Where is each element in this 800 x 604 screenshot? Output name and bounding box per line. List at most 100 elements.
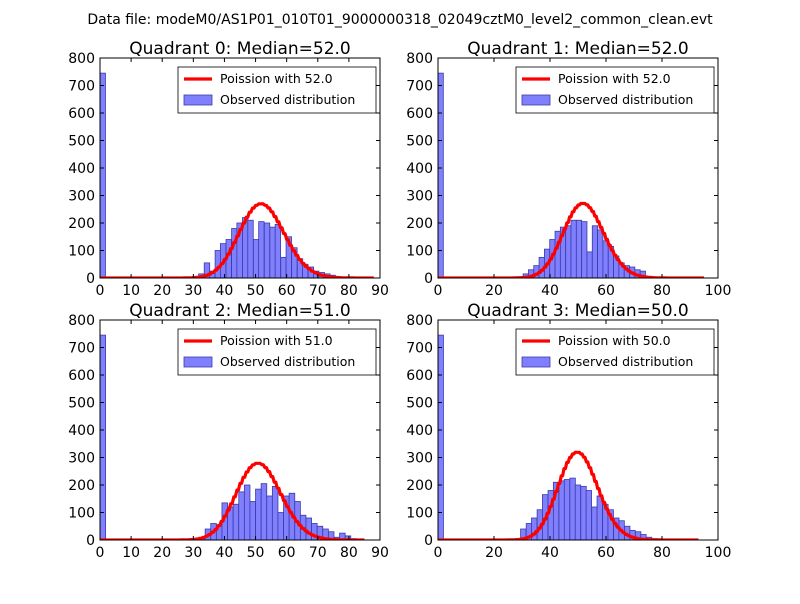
legend: Poission with 52.0 Observed distribution xyxy=(516,67,714,113)
y-tick-label: 800 xyxy=(68,313,95,329)
y-tick-label: 200 xyxy=(406,478,433,494)
y-tick-label: 700 xyxy=(68,79,95,95)
x-tick-label: 20 xyxy=(485,545,503,561)
y-tick-label: 100 xyxy=(406,506,433,522)
y-tick-label: 700 xyxy=(406,341,433,357)
legend: Poission with 50.0 Observed distribution xyxy=(516,329,714,375)
y-tick-label: 600 xyxy=(406,368,433,384)
x-tick-label: 10 xyxy=(122,283,140,299)
y-tick-label: 700 xyxy=(68,341,95,357)
histogram-bar xyxy=(250,502,256,541)
legend-bar-swatch xyxy=(522,95,550,105)
y-tick-label: 500 xyxy=(68,134,95,150)
histogram-bar xyxy=(253,240,258,279)
histogram-bar xyxy=(438,335,443,540)
histogram-bar xyxy=(261,484,267,540)
y-tick-label: 200 xyxy=(406,216,433,232)
panel-title: Quadrant 3: Median=50.0 xyxy=(467,301,689,321)
y-tick-label: 500 xyxy=(406,134,433,150)
legend-line-label: Poission with 50.0 xyxy=(558,333,671,348)
histogram-bar xyxy=(264,223,269,278)
y-tick-label: 300 xyxy=(406,189,433,205)
histogram-bar xyxy=(270,227,275,278)
y-tick-label: 500 xyxy=(406,396,433,412)
histogram-bar xyxy=(559,481,564,540)
legend-bar-swatch xyxy=(184,95,212,105)
x-tick-label: 0 xyxy=(96,283,105,299)
y-tick-label: 800 xyxy=(406,51,433,67)
panel-title: Quadrant 0: Median=52.0 xyxy=(129,39,351,59)
x-tick-label: 80 xyxy=(340,545,358,561)
panel-title: Quadrant 1: Median=52.0 xyxy=(467,39,689,59)
y-tick-label: 400 xyxy=(406,161,433,177)
histogram-bar xyxy=(244,485,250,540)
x-tick-label: 40 xyxy=(216,283,234,299)
legend-bar-swatch xyxy=(184,357,212,367)
histogram-bar xyxy=(576,220,581,278)
y-tick-label: 400 xyxy=(68,423,95,439)
histogram-bar xyxy=(272,486,278,540)
x-tick-label: 10 xyxy=(122,545,140,561)
x-tick-label: 50 xyxy=(247,283,265,299)
histogram-bar xyxy=(582,222,587,278)
x-tick-label: 20 xyxy=(153,545,171,561)
y-tick-label: 100 xyxy=(406,244,433,260)
y-tick-label: 0 xyxy=(424,271,433,287)
histogram-bar xyxy=(571,220,576,278)
x-tick-label: 40 xyxy=(216,545,234,561)
y-tick-label: 0 xyxy=(86,271,95,287)
x-tick-label: 70 xyxy=(309,545,327,561)
x-tick-label: 30 xyxy=(184,545,202,561)
x-tick-label: 100 xyxy=(705,545,732,561)
histogram-bar xyxy=(438,73,443,278)
legend-bar-swatch xyxy=(522,357,550,367)
y-tick-label: 0 xyxy=(424,533,433,549)
histogram-bar xyxy=(259,222,264,278)
y-tick-label: 700 xyxy=(406,79,433,95)
x-tick-label: 20 xyxy=(153,283,171,299)
y-tick-label: 600 xyxy=(68,106,95,122)
y-tick-label: 100 xyxy=(68,506,95,522)
legend-bar-label: Observed distribution xyxy=(558,92,693,107)
y-tick-label: 400 xyxy=(68,161,95,177)
histogram-bar xyxy=(239,492,245,540)
x-tick-label: 80 xyxy=(653,545,671,561)
x-tick-label: 0 xyxy=(96,545,105,561)
y-tick-label: 600 xyxy=(406,106,433,122)
x-tick-label: 60 xyxy=(278,283,296,299)
histogram-bar xyxy=(248,220,253,278)
x-tick-label: 50 xyxy=(247,545,265,561)
histogram-bar xyxy=(566,226,571,278)
histogram-bar xyxy=(587,252,592,278)
y-tick-label: 100 xyxy=(68,244,95,260)
x-tick-label: 20 xyxy=(485,283,503,299)
x-tick-label: 70 xyxy=(309,283,327,299)
histogram-bar xyxy=(100,335,106,540)
y-tick-label: 200 xyxy=(68,478,95,494)
figure-title: Data file: modeM0/AS1P01_010T01_90000003… xyxy=(87,12,713,28)
histogram-bar xyxy=(275,224,280,278)
y-tick-label: 300 xyxy=(406,451,433,467)
histogram-bar xyxy=(278,513,284,541)
histogram-bar xyxy=(586,491,591,541)
histogram-bar xyxy=(570,478,575,540)
legend-bar-label: Observed distribution xyxy=(558,354,693,369)
y-tick-label: 500 xyxy=(68,396,95,412)
legend-line-label: Poission with 52.0 xyxy=(558,71,671,86)
x-tick-label: 90 xyxy=(371,545,389,561)
x-tick-label: 0 xyxy=(434,545,443,561)
y-tick-label: 300 xyxy=(68,451,95,467)
y-tick-label: 800 xyxy=(68,51,95,67)
x-tick-label: 60 xyxy=(597,283,615,299)
legend-bar-label: Observed distribution xyxy=(220,92,355,107)
y-tick-label: 600 xyxy=(68,368,95,384)
x-tick-label: 80 xyxy=(653,283,671,299)
legend-line-label: Poission with 52.0 xyxy=(220,71,333,86)
y-tick-label: 800 xyxy=(406,313,433,329)
histogram-bar xyxy=(233,504,239,540)
legend-bar-label: Observed distribution xyxy=(220,354,355,369)
histogram-bar xyxy=(581,486,586,540)
x-tick-label: 60 xyxy=(597,545,615,561)
